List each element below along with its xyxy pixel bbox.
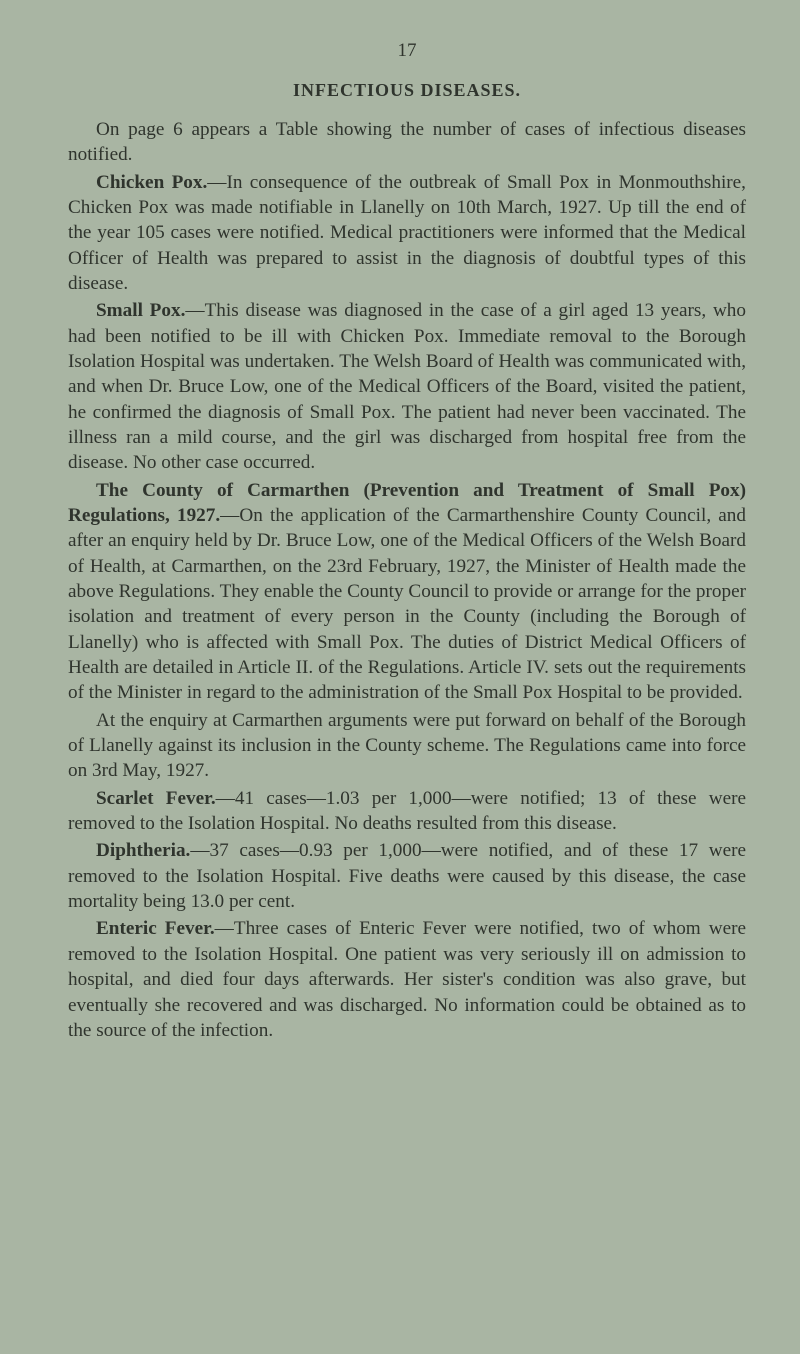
intro-paragraph: On page 6 appears a Table showing the nu…: [68, 117, 746, 168]
county-paragraph-2: At the enquiry at Carmarthen arguments w…: [68, 708, 746, 784]
chicken-pox-label: Chicken Pox.: [96, 172, 207, 193]
small-pox-paragraph: Small Pox.—This disease was diagnosed in…: [68, 298, 746, 475]
county-text: —On the application of the Carmarthenshi…: [68, 505, 746, 703]
small-pox-text: —This disease was diagnosed in the case …: [68, 300, 746, 473]
document-page: 17 INFECTIOUS DISEASES. On page 6 appear…: [0, 0, 800, 1354]
diphtheria-label: Diphtheria.: [96, 840, 190, 861]
county-paragraph: The County of Carmarthen (Prevention and…: [68, 478, 746, 706]
main-heading: INFECTIOUS DISEASES.: [68, 79, 746, 103]
enteric-fever-paragraph: Enteric Fever.—Three cases of Enteric Fe…: [68, 916, 746, 1043]
small-pox-label: Small Pox.: [96, 300, 185, 321]
chicken-pox-paragraph: Chicken Pox.—In consequence of the outbr…: [68, 170, 746, 297]
page-number: 17: [68, 38, 746, 63]
enteric-fever-label: Enteric Fever.: [96, 918, 215, 939]
scarlet-fever-label: Scarlet Fever.: [96, 788, 216, 809]
diphtheria-paragraph: Diphtheria.—37 cases—0.93 per 1,000—were…: [68, 838, 746, 914]
scarlet-fever-paragraph: Scarlet Fever.—41 cases—1.03 per 1,000—w…: [68, 786, 746, 837]
